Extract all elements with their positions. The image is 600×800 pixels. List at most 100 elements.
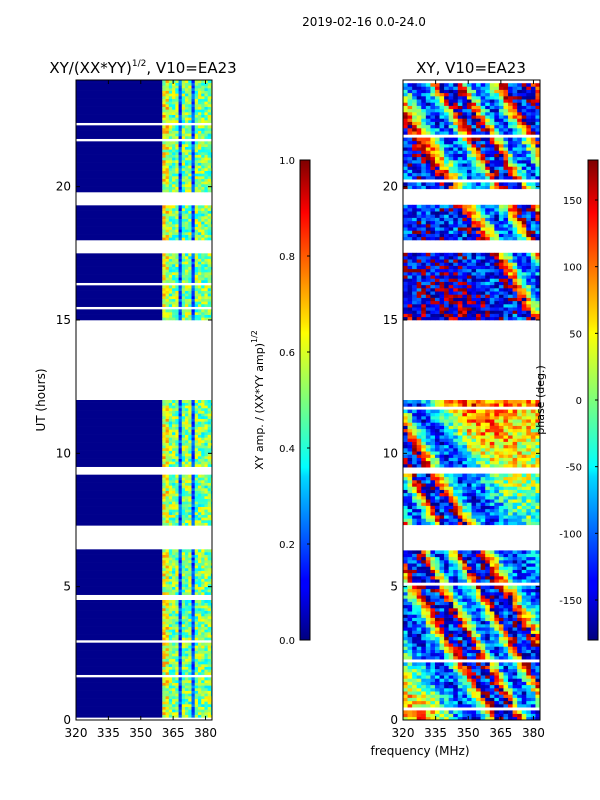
amplitude-cell (181, 176, 186, 179)
amplitude-cell (201, 608, 205, 611)
amplitude-cell (165, 581, 170, 585)
amplitude-cell (76, 256, 163, 259)
amplitude-cell (178, 666, 183, 670)
phase-cell (526, 592, 532, 596)
phase-cell (457, 489, 463, 494)
amplitude-cell (162, 218, 166, 222)
amplitude-cell (165, 154, 170, 158)
amplitude-cell (165, 98, 170, 102)
phase-cell (471, 665, 477, 670)
amplitude-cell (191, 514, 196, 518)
amplitude-cell (201, 482, 205, 486)
amplitude-cell (162, 178, 166, 182)
amplitude-cell (168, 672, 173, 675)
phase-cell (448, 483, 454, 487)
phase-cell (462, 665, 468, 670)
phase-cell (521, 694, 527, 698)
amplitude-cell (172, 272, 176, 275)
phase-cell (521, 608, 527, 612)
phase-cell (444, 633, 449, 638)
phase-cell (444, 688, 449, 692)
amplitude-cell (178, 117, 183, 121)
phase-cell (466, 608, 472, 612)
phase-cell (416, 697, 422, 702)
amplitude-cell (162, 493, 166, 497)
amplitude-cell (197, 464, 202, 467)
amplitude-cell (191, 410, 196, 414)
phase-cell (521, 496, 527, 500)
phase-cell (517, 553, 523, 558)
amplitude-cell (210, 264, 212, 267)
amplitude-cell (168, 568, 173, 571)
phase-cell (425, 489, 431, 494)
amplitude-cell (76, 712, 163, 715)
amplitude-cell (197, 96, 202, 99)
amplitude-cell (207, 234, 212, 238)
amplitude-cell (210, 98, 212, 102)
phase-cell (494, 518, 500, 522)
phase-cell (466, 518, 472, 522)
amplitude-cell (168, 266, 173, 270)
phase-cell (476, 604, 481, 609)
phase-cell (421, 579, 427, 583)
amplitude-cell (162, 637, 166, 641)
phase-cell (412, 652, 417, 657)
phase-cell (453, 643, 459, 647)
amplitude-cell (162, 112, 166, 115)
amplitude-cell (197, 493, 202, 497)
amplitude-cell (204, 624, 208, 627)
amplitude-cell (76, 445, 163, 449)
amplitude-cell (201, 168, 205, 171)
amplitude-cell (178, 482, 183, 486)
amplitude-cell (194, 288, 199, 291)
phase-cell (485, 486, 491, 490)
amplitude-cell (207, 698, 212, 702)
amplitude-cell (162, 253, 166, 257)
phase-cell (508, 665, 513, 670)
amplitude-cell (162, 504, 166, 507)
amplitude-cell (168, 154, 173, 158)
amplitude-cell (201, 290, 205, 294)
phase-cell (521, 486, 527, 490)
amplitude-cell (175, 501, 179, 505)
amplitude-cell (175, 482, 179, 486)
amplitude-cell (175, 552, 179, 555)
phase-cell (434, 483, 440, 487)
phase-cell (407, 518, 413, 522)
phase-cell (508, 678, 513, 682)
phase-cell (462, 563, 468, 567)
amplitude-cell (188, 621, 192, 625)
amplitude-cell (194, 578, 199, 582)
phase-cell (471, 492, 477, 497)
phase-cell (444, 656, 449, 660)
phase-cell (457, 550, 463, 554)
amplitude-cell (168, 133, 173, 137)
amplitude-cell (76, 149, 163, 153)
phase-cell (448, 592, 454, 596)
amplitude-cell (197, 160, 202, 163)
phase-cell (416, 627, 422, 631)
phase-cell (434, 640, 440, 644)
amplitude-cell (191, 461, 196, 465)
phase-cell (448, 576, 454, 580)
amplitude-cell (185, 610, 189, 614)
phase-cell (425, 675, 431, 679)
amplitude-cell (191, 557, 196, 561)
phase-cell (453, 710, 459, 714)
amplitude-cell (181, 453, 186, 457)
amplitude-cell (185, 509, 189, 513)
phase-cell (535, 643, 540, 647)
amplitude-cell (181, 490, 186, 494)
amplitude-ytick-label: 5 (63, 580, 71, 594)
phase-cell (425, 684, 431, 689)
phase-cell (476, 489, 481, 494)
phase-cell (403, 697, 408, 702)
amplitude-cell (172, 157, 176, 161)
phase-cell (508, 636, 513, 641)
amplitude-cell (175, 474, 179, 478)
phase-cell (416, 624, 422, 628)
amplitude-cell (168, 109, 173, 113)
phase-cell (476, 652, 481, 657)
amplitude-cell (197, 658, 202, 662)
phase-cell (526, 704, 532, 708)
